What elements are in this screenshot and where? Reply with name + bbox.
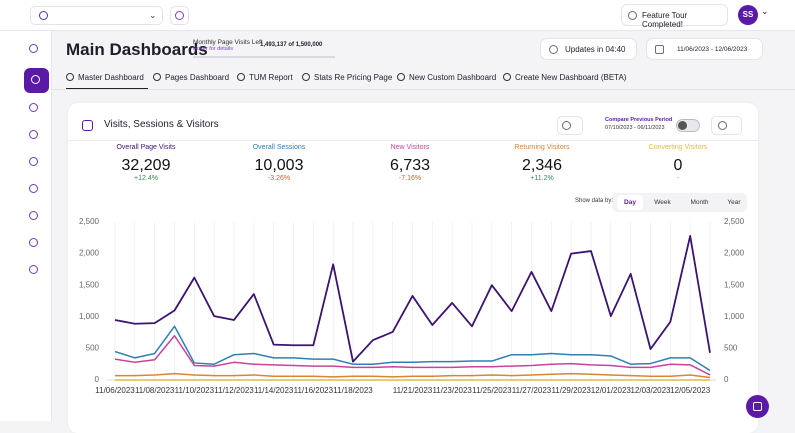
sidebar [0, 31, 52, 421]
nav-item[interactable] [28, 264, 39, 275]
nav-icon [29, 157, 38, 166]
nav-icon [29, 130, 38, 139]
nav-item[interactable] [24, 68, 49, 93]
tab[interactable]: Stats Re Pricing Page [302, 73, 392, 89]
metric-change: -7.16% [398, 175, 422, 182]
metric-change: +12.4% [134, 175, 158, 182]
link-icon [175, 11, 184, 20]
metric-label: Overall Sessions [252, 144, 306, 151]
tab-label: TUM Report [249, 73, 293, 82]
panel-title: Visits, Sessions & Visitors [104, 119, 219, 130]
group-option[interactable]: Day [617, 195, 643, 210]
project-icon [39, 11, 48, 20]
nav-item[interactable] [28, 129, 39, 140]
group-switch: Day Week Month Year [612, 193, 747, 212]
tab-icon [153, 73, 161, 81]
tab[interactable]: Master Dashboard [66, 73, 148, 89]
tab[interactable]: Pages Dashboard [153, 73, 229, 89]
group-option[interactable]: Week [654, 199, 671, 206]
nav-item[interactable] [28, 237, 39, 248]
refresh-button[interactable]: Updates in 04:40 [540, 38, 637, 60]
nav-item[interactable] [28, 210, 39, 221]
tour-text: Feature Tour Completed! [642, 11, 688, 29]
panel-icon [82, 120, 93, 131]
chevron: ⌄ [149, 10, 157, 20]
nav-icon [29, 184, 38, 193]
metric-label: Returning Visitors [514, 144, 570, 151]
metric-change: -3.26% [267, 175, 291, 182]
nav-icon [29, 44, 38, 53]
quota-label: Monthly Page Visits Left [193, 39, 263, 46]
quota-hint[interactable]: Hover for details [193, 46, 234, 52]
nav-icon [29, 265, 38, 274]
metric-value: 2,346 [521, 157, 563, 174]
metric-label: Overall Page Visits [116, 144, 176, 151]
tab[interactable]: New Custom Dashboard [397, 73, 496, 89]
page-title: Main Dashboards [66, 40, 208, 59]
nav-item[interactable] [28, 43, 39, 54]
metric-change: - [676, 175, 680, 182]
download-icon [562, 121, 571, 130]
chat-icon [753, 402, 762, 411]
nav-icon [29, 238, 38, 247]
metric-value: 6,733 [389, 157, 431, 174]
tab-icon [237, 73, 245, 81]
tab-label: New Custom Dashboard [409, 73, 497, 82]
tab-icon [503, 73, 511, 81]
toggle-knob [678, 121, 687, 130]
metric-value: 0 [673, 157, 683, 174]
nav-item[interactable] [28, 183, 39, 194]
metric-value: 32,209 [121, 157, 171, 174]
panel-divider [68, 140, 758, 141]
metric-label: Converting Visitors [648, 144, 708, 151]
compare-toggle[interactable] [676, 119, 700, 132]
group-option[interactable]: Year [727, 199, 741, 206]
metric-change: +11.2% [530, 175, 554, 182]
nav-icon [29, 103, 38, 112]
group-option[interactable]: Month [690, 199, 709, 206]
group-label: Show data by: [575, 198, 614, 204]
tab-icon [397, 73, 405, 81]
tab-label: Master Dashboard [78, 73, 144, 82]
tab[interactable]: Create New Dashboard (BETA) [503, 73, 626, 89]
tour-button[interactable]: Feature Tour Completed! [621, 4, 728, 29]
date-picker[interactable]: 11/06/2023 - 12/06/2023 [646, 38, 763, 60]
tab-icon [302, 73, 310, 81]
refresh-text: Updates in 04:40 [565, 45, 626, 54]
date-range: 11/06/2023 - 12/06/2023 [677, 46, 748, 53]
refresh-icon [549, 45, 558, 54]
top-bar: ⌄ Feature Tour Completed! SS ⌄ [0, 0, 795, 31]
tab-label: Create New Dashboard (BETA) [515, 73, 627, 82]
open-link[interactable] [170, 6, 189, 25]
quota-bar [193, 56, 335, 58]
download-button[interactable] [557, 116, 583, 135]
settings-button[interactable] [711, 116, 742, 135]
panel: Visits, Sessions & Visitors Compare Prev… [68, 103, 758, 433]
compare-range: 07/10/2023 - 06/11/2023 [605, 125, 665, 131]
tab-label: Stats Re Pricing Page [314, 73, 393, 82]
compare-label: Compare Previous Period [605, 117, 673, 123]
tab-divider [52, 89, 795, 90]
nav-icon [29, 211, 38, 220]
calendar-icon [655, 45, 664, 54]
tab-label: Pages Dashboard [165, 73, 230, 82]
settings-icon [718, 121, 727, 130]
project-select[interactable]: ⌄ [30, 6, 163, 25]
nav-icon [31, 75, 40, 84]
nav-item[interactable] [28, 156, 39, 167]
chevron: ⌄ [761, 6, 769, 16]
metric-value: 10,003 [254, 157, 304, 174]
quota-value: 1,493,137 of 1,500,000 [260, 42, 323, 48]
nav-item[interactable] [28, 102, 39, 113]
tab-icon [66, 73, 74, 81]
tab[interactable]: TUM Report [237, 73, 293, 89]
chat-button[interactable] [746, 395, 769, 418]
bulb-icon [628, 11, 637, 20]
metric-label: New Visitors [390, 144, 430, 151]
avatar[interactable]: SS [738, 5, 758, 25]
